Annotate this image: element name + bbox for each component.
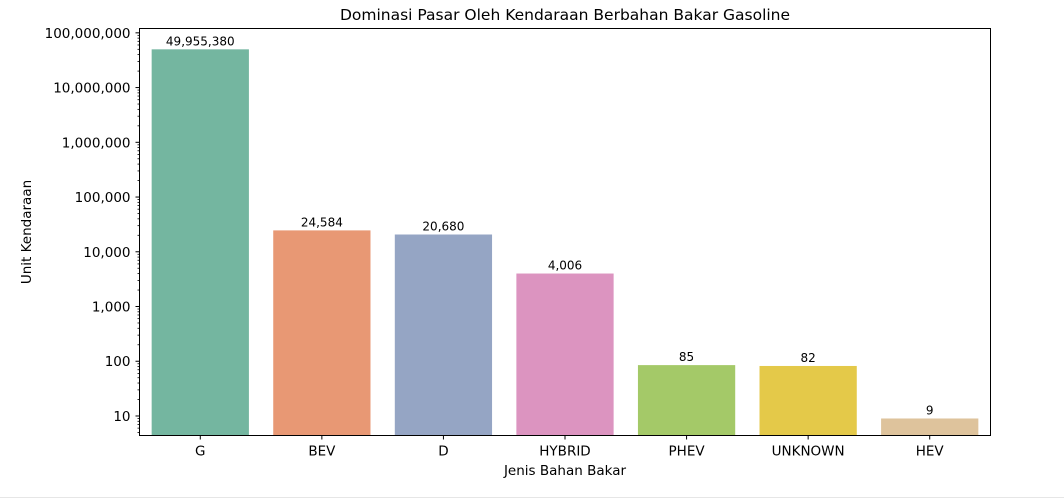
bar-hybrid (516, 273, 614, 436)
data-label-g: 49,955,380 (166, 34, 235, 48)
bar-phev (637, 365, 736, 436)
data-label-d: 20,680 (422, 220, 464, 234)
x-tick-label-d: D (438, 444, 448, 460)
data-label-hybrid: 4,006 (548, 259, 582, 273)
data-label-bev: 24,584 (301, 215, 343, 229)
y-tick-label-100000: 100,000 (75, 190, 131, 206)
bar-hev (881, 418, 979, 436)
data-label-unknown: 82 (801, 351, 816, 365)
data-label-hev: 9 (926, 403, 934, 417)
y-tick-label-1000: 1,000 (92, 300, 131, 316)
y-tick-label-1000000: 1,000,000 (62, 135, 131, 151)
x-tick-label-bev: BEV (308, 444, 336, 460)
plot-frame (139, 28, 991, 436)
bar-g (151, 49, 249, 436)
chart-title: Dominasi Pasar Oleh Kendaraan Berbahan B… (340, 6, 790, 24)
y-tick-label-100: 100 (105, 354, 131, 370)
x-tick-label-phev: PHEV (669, 444, 706, 460)
data-label-phev: 85 (679, 350, 694, 364)
x-tick-label-hev: HEV (916, 444, 945, 460)
x-axis-label: Jenis Bahan Bakar (503, 463, 627, 479)
y-tick-label-10000: 10,000 (83, 245, 130, 261)
bar-bev (273, 230, 371, 436)
y-axis-label: Unit Kendaraan (19, 180, 35, 284)
x-tick-label-hybrid: HYBRID (539, 444, 590, 460)
y-tick-label-10000000: 10,000,000 (53, 81, 130, 97)
y-tick-label-10: 10 (113, 409, 130, 425)
bars-group (151, 49, 979, 436)
x-tick-label-g: G (195, 444, 205, 460)
bar-unknown (759, 365, 857, 436)
bar-d (394, 234, 493, 436)
x-axis: G BEV D HYBRID PHEV UNKNOWN HEV (195, 435, 945, 460)
y-axis: 10 100 1,000 10,000 100,000 1,000,000 10,000,0… (45, 26, 140, 433)
data-labels-group: 49,955,380 24,584 20,680 4,006 85 82 9 (166, 34, 934, 417)
bottom-divider (0, 497, 1064, 498)
x-tick-label-unknown: UNKNOWN (772, 444, 845, 460)
y-tick-label-100000000: 100,000,000 (45, 26, 131, 42)
